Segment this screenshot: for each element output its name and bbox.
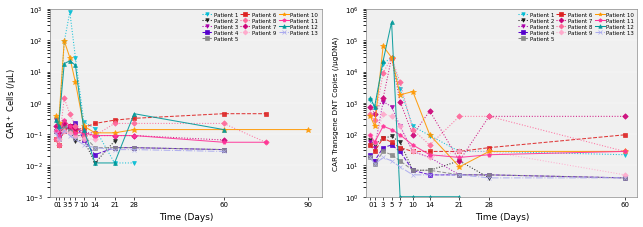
Y-axis label: CAR$^+$ Cells (/μL): CAR$^+$ Cells (/μL) <box>6 68 19 139</box>
Legend: Patient 1, Patient 2, Patient 3, Patient 4, Patient 5, Patient 6, Patient 8, Pat: Patient 1, Patient 2, Patient 3, Patient… <box>201 13 319 42</box>
X-axis label: Time (Days): Time (Days) <box>159 212 213 222</box>
X-axis label: Time (Days): Time (Days) <box>475 212 529 222</box>
Y-axis label: CAR Transgene DNT Copies (/μgDNA): CAR Transgene DNT Copies (/μgDNA) <box>332 37 339 170</box>
Legend: Patient 1, Patient 2, Patient 3, Patient 4, Patient 5, Patient 6, Patient 7, Pat: Patient 1, Patient 2, Patient 3, Patient… <box>518 13 635 42</box>
